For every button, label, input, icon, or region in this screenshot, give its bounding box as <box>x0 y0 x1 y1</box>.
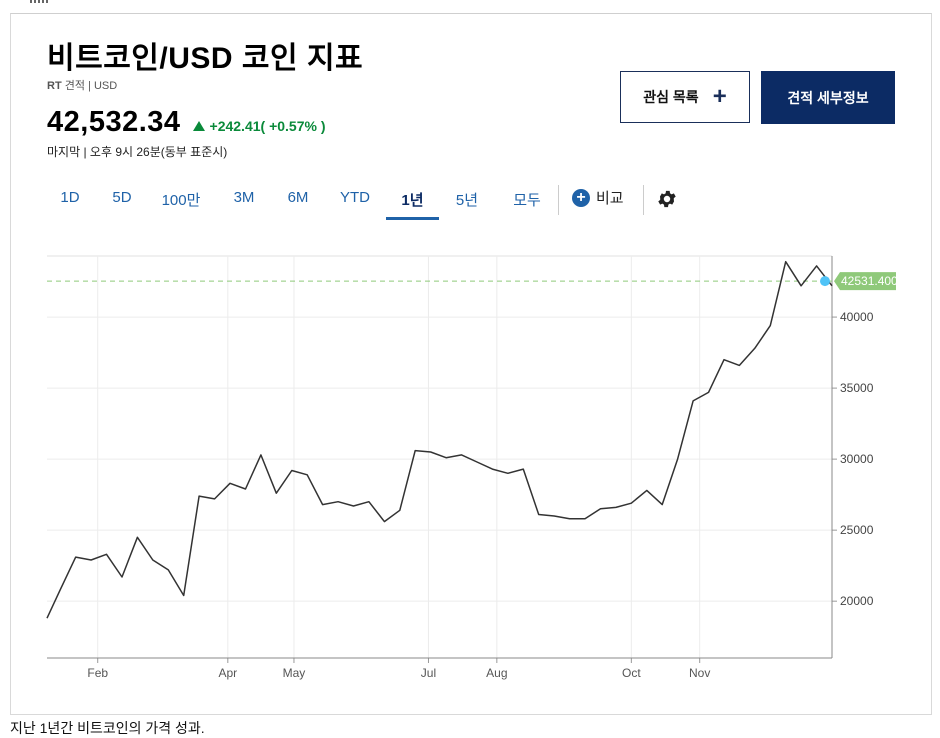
quote-subtitle: RT 견적 | USD <box>47 77 117 93</box>
x-tick-label: Nov <box>689 666 710 680</box>
gear-icon[interactable] <box>656 188 678 210</box>
x-tick-label: Apr <box>218 666 237 680</box>
price-change-value: +242.41( +0.57% ) <box>209 118 326 134</box>
last-price-dot <box>820 276 830 287</box>
price-change: +242.41( +0.57% ) <box>192 118 326 134</box>
last-price-tag <box>834 272 896 291</box>
chart-caption: 지난 1년간 비트코인의 가격 성과. <box>10 720 205 736</box>
tab-5d[interactable]: 5D <box>112 189 132 206</box>
chart-card <box>10 13 932 715</box>
watchlist-button[interactable]: 관심 목록 + <box>620 71 750 123</box>
tab-1y[interactable]: 1년 <box>386 184 439 220</box>
x-tick-label: May <box>283 666 306 680</box>
rt-label: RT <box>47 80 62 92</box>
price-line <box>46 260 833 619</box>
x-tick-label: Aug <box>486 666 507 680</box>
tab-1d[interactable]: 1D <box>60 189 80 206</box>
watchlist-label: 관심 목록 <box>643 89 699 105</box>
last-update-time: 마지막 | 오후 9시 26분(동부 표준시) <box>47 145 228 159</box>
tab-all[interactable]: 모두 <box>513 192 541 209</box>
compare-button[interactable]: + 비교 <box>572 187 624 208</box>
y-tick-label: 35000 <box>840 381 874 395</box>
tab-divider <box>558 185 559 215</box>
quote-source: 견적 | USD <box>61 80 118 92</box>
last-price-label: 42531.400 <box>841 274 898 288</box>
y-tick-label: 20000 <box>840 594 874 608</box>
plus-icon: + <box>712 83 727 110</box>
tab-100m[interactable]: 100만 <box>161 192 201 209</box>
quote-details-button[interactable]: 견적 세부정보 <box>761 71 895 124</box>
x-tick-label: Oct <box>622 666 641 680</box>
y-tick-label: 40000 <box>840 310 874 324</box>
x-tick-label: Jul <box>421 666 436 680</box>
x-tick-label: Feb <box>87 666 108 680</box>
settings-divider <box>643 185 644 215</box>
price-row: 42,532.34 +242.41( +0.57% ) <box>47 106 326 139</box>
tab-ytd[interactable]: YTD <box>340 189 370 206</box>
tab-5y[interactable]: 5년 <box>455 192 479 209</box>
tab-3m[interactable]: 3M <box>233 189 255 206</box>
compare-label: 비교 <box>596 190 624 207</box>
last-price: 42,532.34 <box>47 106 181 138</box>
top-edge-marker <box>30 0 50 3</box>
add-circle-icon: + <box>572 188 590 207</box>
tab-6m[interactable]: 6M <box>287 189 309 206</box>
y-tick-label: 30000 <box>840 452 874 466</box>
y-tick-label: 25000 <box>840 523 874 537</box>
page-title: 비트코인/USD 코인 지표 <box>47 42 364 75</box>
up-arrow-icon <box>192 121 205 131</box>
